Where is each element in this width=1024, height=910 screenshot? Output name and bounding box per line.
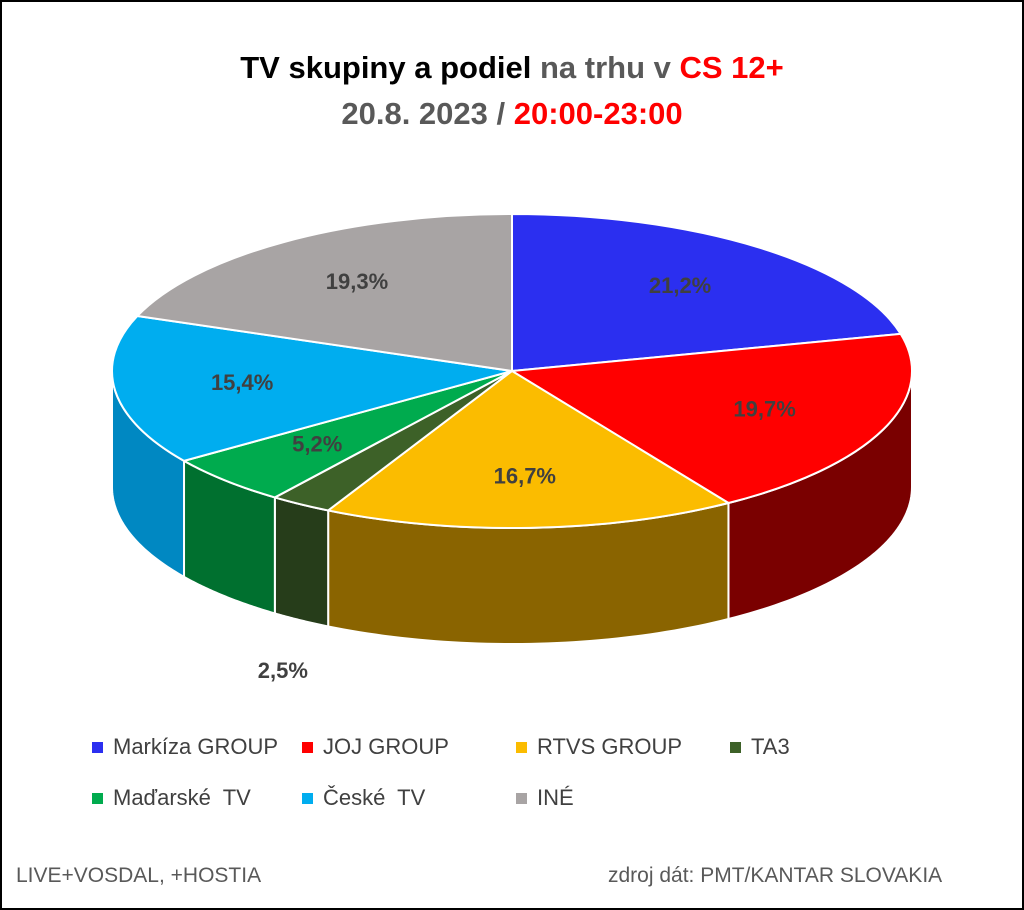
data-label-ta3: 2,5%: [258, 658, 308, 683]
legend-item-markiza-group: Markíza GROUP: [92, 734, 278, 760]
chart-title: TV skupiny a podiel na trhu v CS 12+: [0, 50, 1024, 86]
legend-item-joj-group: JOJ GROUP: [302, 734, 449, 760]
legend-label: České TV: [323, 785, 426, 810]
legend-swatch: [302, 792, 313, 804]
legend-item-madarske-tv: Maďarské TV: [92, 785, 251, 811]
pie-slice-joj-group: [511, 332, 913, 505]
pie-slices: [111, 213, 913, 529]
subtitle-part-1: 20.8. 2023 /: [341, 96, 514, 131]
title-part-2: na trhu v: [539, 50, 680, 85]
footer-note-left: LIVE+VOSDAL, +HOSTIA: [16, 864, 262, 887]
pie-slice-ine: [136, 213, 513, 372]
side-wall-ta3: [273, 496, 330, 628]
pie-slice-markiza-group: [511, 213, 902, 372]
data-label-rtvs-group: 16,7%: [494, 463, 556, 488]
data-label-ine: 19,3%: [326, 269, 388, 294]
chart-subtitle: 20.8. 2023 / 20:00-23:00: [0, 96, 1024, 132]
legend-swatch: [92, 792, 103, 804]
title-part-1: TV skupiny a podiel: [240, 50, 540, 85]
data-label-markiza-group: 21,2%: [649, 273, 711, 298]
pie-slice-ceske-tv: [111, 314, 513, 462]
data-label-joj-group: 19,7%: [733, 396, 795, 421]
legend-item-ta3: TA3: [730, 734, 790, 760]
legend-label: INÉ: [537, 785, 574, 810]
pie-data-labels: 21,2% 19,7% 16,7% 2,5% 5,2% 15,4% 19,3%: [211, 269, 796, 683]
data-label-ceske-tv: 15,4%: [211, 370, 273, 395]
pie-slice-rtvs-group: [327, 370, 730, 529]
pie-side-walls: [111, 370, 913, 645]
data-label-madarske-tv: 5,2%: [292, 431, 342, 456]
footer-source: zdroj dát: PMT/KANTAR SLOVAKIA: [608, 864, 943, 887]
subtitle-part-2: 20:00-23:00: [513, 96, 683, 131]
legend-label: RTVS GROUP: [537, 734, 683, 759]
legend-swatch: [92, 741, 103, 753]
legend-item-ceske-tv: České TV: [302, 785, 425, 811]
legend-label: Markíza GROUP: [113, 734, 279, 759]
legend-swatch: [302, 741, 313, 753]
legend-swatch: [730, 741, 741, 753]
legend-item-ine: INÉ: [516, 785, 574, 811]
title-part-3: CS 12+: [679, 50, 784, 85]
legend-swatch: [516, 792, 527, 804]
legend-label: Maďarské TV: [113, 785, 251, 810]
legend-item-rtvs-group: RTVS GROUP: [516, 734, 682, 760]
legend-label: JOJ GROUP: [323, 734, 449, 759]
legend-label: TA3: [751, 734, 790, 759]
legend-swatch: [516, 741, 527, 753]
